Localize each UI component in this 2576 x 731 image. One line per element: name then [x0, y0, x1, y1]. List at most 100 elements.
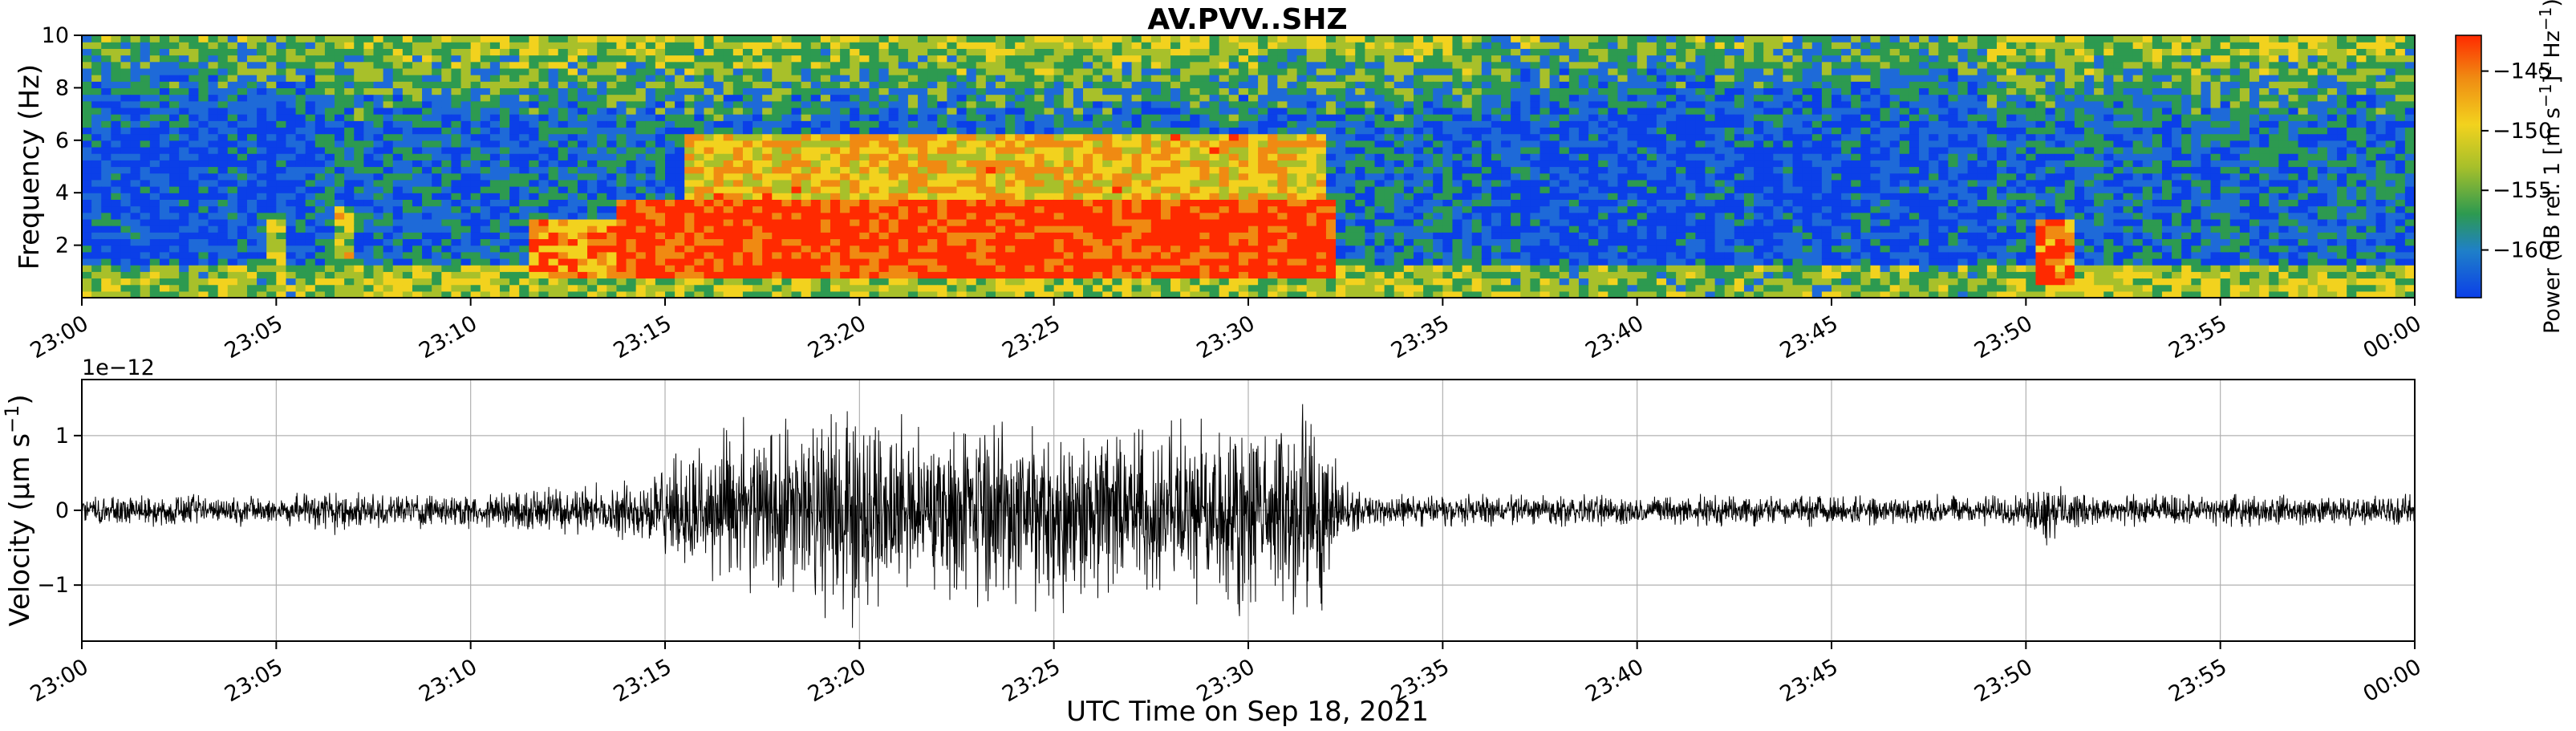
- spectrogram-cell: [810, 284, 821, 292]
- spectrogram-cell: [159, 140, 170, 148]
- spectrogram-cell: [402, 48, 413, 56]
- spectrogram-cell: [509, 100, 520, 108]
- spectrogram-cell: [1180, 225, 1191, 233]
- spectrogram-cell: [276, 199, 287, 207]
- spectrogram-cell: [373, 265, 384, 272]
- spectrogram-cell: [548, 67, 559, 75]
- spectrogram-cell: [762, 146, 773, 154]
- spectrogram-cell: [577, 107, 588, 115]
- spectrogram-cell: [966, 271, 977, 279]
- spectrogram-cell: [606, 238, 618, 246]
- spectrogram-cell: [1102, 127, 1113, 135]
- spectrogram-cell: [966, 160, 977, 168]
- spectrogram-cell: [286, 35, 297, 43]
- spectrogram-cell: [1238, 232, 1249, 240]
- spectrogram-cell: [878, 127, 890, 135]
- spectrogram-cell: [519, 193, 529, 200]
- spectrogram-cell: [1277, 35, 1288, 43]
- spectrogram-cell: [257, 205, 267, 213]
- spectrogram-cell: [120, 218, 132, 226]
- spectrogram-cell: [772, 186, 782, 193]
- spectrogram-cell: [840, 100, 850, 108]
- spectrogram-cell: [1190, 232, 1201, 240]
- spectrogram-cell: [509, 205, 520, 213]
- spectrogram-cell: [1005, 146, 1016, 154]
- spectrogram-cell: [1112, 42, 1123, 49]
- spectrogram-cell: [1005, 42, 1016, 49]
- spectrogram-cell: [548, 173, 559, 181]
- spectrogram-cell: [189, 100, 199, 108]
- spectrogram-cell: [460, 107, 472, 115]
- spectrogram-cell: [956, 48, 968, 56]
- spectrogram-cell: [1170, 225, 1181, 233]
- spectrogram-cell: [480, 35, 491, 43]
- spectrogram-cell: [704, 232, 715, 240]
- spectrogram-cell: [587, 146, 598, 154]
- spectrogram-cell: [742, 81, 753, 88]
- spectrogram-cell: [101, 258, 112, 266]
- spectrogram-cell: [675, 271, 685, 279]
- spectrogram-cell: [159, 225, 170, 233]
- spectrogram-cell: [927, 81, 938, 88]
- spectrogram-cell: [1131, 265, 1142, 272]
- spectrogram-cell: [1015, 133, 1025, 141]
- spectrogram-cell: [704, 140, 715, 148]
- spectrogram-cell: [645, 140, 656, 148]
- spectrogram-cell: [1160, 42, 1171, 49]
- spectrogram-cell: [587, 225, 598, 233]
- spectrogram-cell: [295, 193, 306, 200]
- spectrogram-cell: [324, 278, 335, 286]
- spectrogram-cell: [276, 120, 287, 128]
- spectrogram-cell: [1112, 193, 1123, 200]
- spectrogram-cell: [1190, 218, 1201, 226]
- spectrogram-cell: [500, 166, 510, 174]
- spectrogram-cell: [1219, 87, 1230, 95]
- spectrogram-cell: [1063, 75, 1074, 82]
- spectrogram-cell: [402, 251, 413, 259]
- spectrogram-cell: [1044, 87, 1055, 95]
- spectrogram-cell: [1258, 166, 1268, 174]
- spectrogram-cell: [859, 67, 870, 75]
- spectrogram-cell: [451, 186, 462, 193]
- spectrogram-cell: [558, 193, 569, 200]
- spectrogram-cell: [781, 48, 793, 56]
- spectrogram-cell: [441, 120, 452, 128]
- spectrogram-cell: [470, 232, 481, 240]
- spectrogram-cell: [529, 251, 540, 259]
- spectrogram-cell: [276, 173, 287, 181]
- spectrogram-cell: [314, 75, 326, 82]
- spectrogram-cell: [1044, 100, 1055, 108]
- spectrogram-cell: [392, 290, 404, 298]
- spectrogram-cell: [169, 146, 180, 154]
- spectrogram-cell: [791, 81, 802, 88]
- spectrogram-cell: [169, 245, 180, 253]
- spectrogram-cell: [480, 258, 491, 266]
- spectrogram-cell: [548, 199, 559, 207]
- spectrogram-cell: [538, 166, 550, 174]
- spectrogram-cell: [966, 133, 977, 141]
- spectrogram-cell: [344, 245, 355, 253]
- spectrogram-cell: [538, 100, 550, 108]
- spectrogram-cell: [276, 61, 287, 69]
- spectrogram-cell: [675, 251, 685, 259]
- spectrogram-cell: [907, 127, 919, 135]
- spectrogram-cell: [1150, 251, 1162, 259]
- spectrogram-cell: [772, 67, 782, 75]
- spectrogram-cell: [354, 290, 364, 298]
- spectrogram-cell: [1122, 218, 1133, 226]
- spectrogram-cell: [295, 55, 306, 63]
- spectrogram-cell: [392, 225, 404, 233]
- spectrogram-cell: [713, 186, 724, 193]
- spectrogram-cell: [1073, 48, 1084, 56]
- spectrogram-cell: [130, 218, 141, 226]
- spectrogram-cell: [286, 48, 297, 56]
- spectrogram-cell: [966, 100, 977, 108]
- spectrogram-cell: [451, 179, 462, 187]
- spectrogram-cell: [675, 42, 685, 49]
- spectrogram-cell: [189, 120, 199, 128]
- spectrogram-cell: [335, 251, 345, 259]
- spectrogram-cell: [947, 100, 958, 108]
- spectrogram-cell: [266, 87, 277, 95]
- spectrogram-cell: [1258, 160, 1268, 168]
- spectrogram-cell: [898, 225, 909, 233]
